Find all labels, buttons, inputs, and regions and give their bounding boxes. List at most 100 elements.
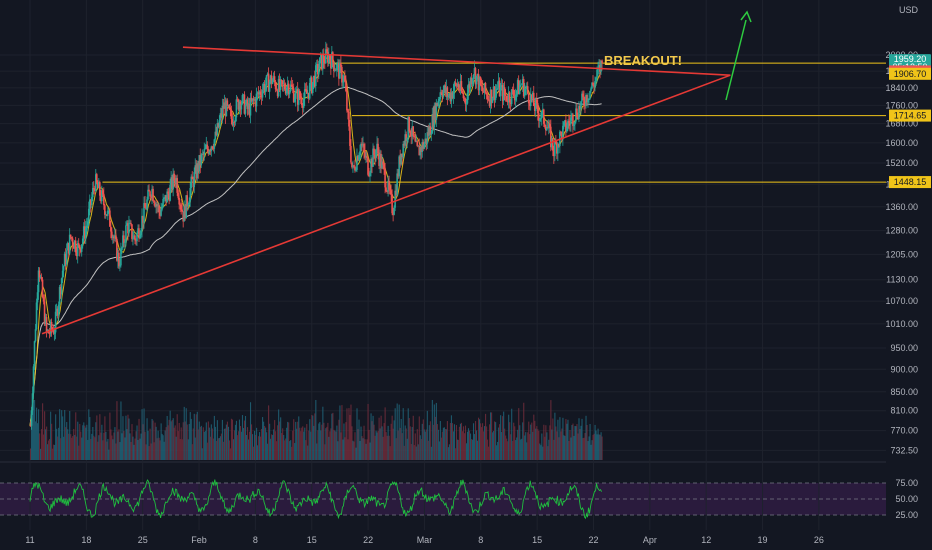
candle-body <box>535 99 538 104</box>
candle-body <box>68 234 71 254</box>
volume-bar <box>277 425 279 460</box>
candle-body <box>375 149 377 158</box>
candle-body <box>327 51 329 63</box>
volume-bar <box>219 436 221 460</box>
candle-body <box>580 101 582 110</box>
volume-bar <box>412 415 414 460</box>
candle-body <box>493 86 496 100</box>
time-tick-label: 19 <box>758 535 768 545</box>
volume-bar <box>598 434 600 460</box>
candle-body <box>337 63 339 65</box>
candle-body <box>485 92 488 95</box>
candle-body <box>57 304 60 316</box>
volume-bar <box>491 412 493 460</box>
volume-bar <box>327 422 329 460</box>
volume-bar <box>274 420 276 460</box>
candle-body <box>232 122 235 126</box>
time-tick-label: 15 <box>307 535 317 545</box>
candle-body <box>214 131 217 140</box>
volume-bar <box>407 408 409 460</box>
volume-bar <box>308 430 310 460</box>
candle-body <box>261 89 264 98</box>
candle-body <box>262 83 265 90</box>
candle-body <box>325 49 327 64</box>
candle-body <box>41 279 44 298</box>
volume-bar <box>548 439 550 460</box>
price-axis[interactable]: 2000.001920.001840.001760.001680.001600.… <box>885 0 932 530</box>
candle-body <box>387 180 389 192</box>
volume-bar <box>136 425 138 460</box>
candle-body <box>265 75 268 86</box>
volume-bar <box>130 441 132 460</box>
volume-bar <box>335 431 337 460</box>
volume-bar <box>194 437 196 460</box>
horizontal-levels[interactable] <box>102 62 886 183</box>
volume-bar <box>111 435 113 460</box>
candle-body <box>600 60 602 72</box>
candle-body <box>457 83 460 89</box>
volume-bar <box>416 429 418 460</box>
volume-bar <box>247 439 250 460</box>
candle-body <box>146 199 148 210</box>
breakout-arrow[interactable] <box>725 10 752 101</box>
volume-bar <box>509 422 511 460</box>
candle-body <box>102 190 104 195</box>
candle-body <box>498 80 501 97</box>
candle-body <box>223 102 226 109</box>
candle-body <box>548 124 550 129</box>
volume-bar <box>425 429 427 460</box>
candle-body <box>386 191 388 192</box>
candle-body <box>181 209 183 212</box>
volume-bar <box>586 424 588 460</box>
candle-body <box>372 148 374 167</box>
candle-body <box>573 124 575 127</box>
volume-bar <box>246 427 249 460</box>
price-tick-label: 850.00 <box>890 387 918 397</box>
volume-bar <box>400 418 402 460</box>
volume-bar <box>486 426 488 460</box>
candle-body <box>137 228 139 234</box>
volume-bar <box>519 425 521 460</box>
candle-body <box>451 92 454 99</box>
volume-bar <box>431 400 433 460</box>
candle-body <box>269 75 272 82</box>
candle-body <box>414 136 417 142</box>
volume-bar <box>370 413 372 460</box>
volume-bar <box>457 439 460 460</box>
time-axis[interactable]: 11 18 25 Feb 8 15 22 Mar 8 15 22 Apr 12 19 26 <box>25 535 824 545</box>
volume-bar <box>410 444 412 460</box>
price-tag-value: 1714.65 <box>894 111 927 121</box>
volume-bar <box>296 428 298 460</box>
candle-body <box>333 62 335 72</box>
candle-body <box>424 138 427 144</box>
volume-bar <box>328 436 330 460</box>
volume-bar <box>304 427 306 460</box>
candle-body <box>350 146 352 163</box>
volume-bar <box>300 431 302 460</box>
candle-body <box>516 80 519 91</box>
candle-body <box>39 276 42 278</box>
candles <box>29 41 603 430</box>
volume-bar <box>565 419 567 460</box>
candle-body <box>385 187 387 192</box>
triangle-trendlines[interactable] <box>41 46 731 335</box>
volume-bar <box>377 430 379 460</box>
volume-bar <box>541 433 543 460</box>
volume-bar <box>338 419 340 460</box>
volume-bar <box>70 434 72 460</box>
candle-body <box>553 150 555 157</box>
candle-body <box>318 57 321 69</box>
volume-bar <box>83 422 85 460</box>
candle-body <box>458 88 461 91</box>
volume-bar <box>233 430 236 460</box>
volume-bar <box>544 436 546 460</box>
candle-body <box>257 92 260 95</box>
volume-bar <box>449 422 451 460</box>
volume-bar <box>143 408 145 460</box>
candle-body <box>558 144 560 147</box>
candle-body <box>121 247 123 249</box>
volume-bar <box>369 442 371 460</box>
candle-body <box>217 123 220 128</box>
candle-body <box>483 82 486 93</box>
